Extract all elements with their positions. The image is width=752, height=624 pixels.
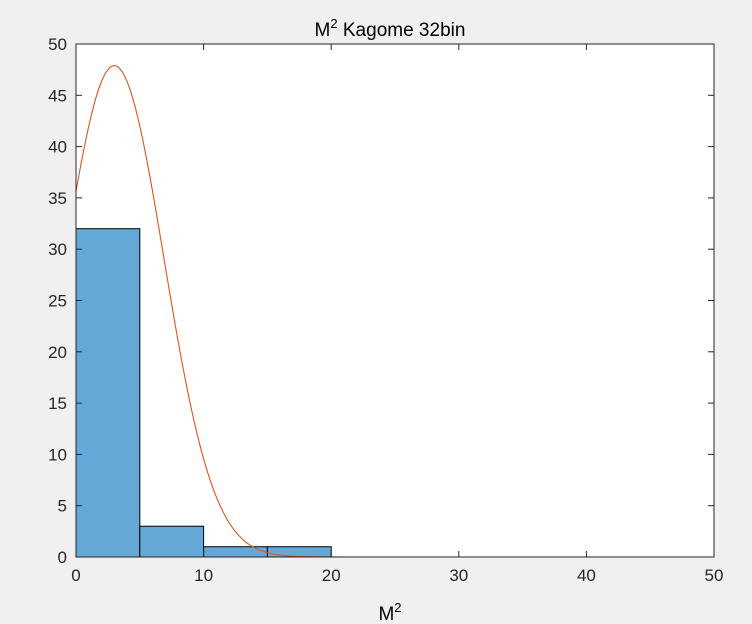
histogram-bar [75, 228, 141, 558]
x-tick-label: 50 [705, 566, 724, 585]
x-tick-label: 10 [194, 566, 213, 585]
histogram-bars [75, 228, 332, 558]
chart-title-base: M [315, 20, 331, 41]
y-tick-label: 20 [48, 343, 67, 362]
x-tick-label: 30 [449, 566, 468, 585]
chart-title-rest: Kagome 32bin [338, 20, 466, 41]
y-tick-label: 35 [48, 189, 67, 208]
x-axis-title-superscript: 2 [394, 600, 401, 615]
y-tick-label: 15 [48, 394, 67, 413]
y-tick-label: 0 [58, 548, 67, 567]
y-tick-label: 45 [48, 86, 67, 105]
histogram-bar [203, 546, 268, 558]
y-tick-label: 30 [48, 240, 67, 259]
histogram-bar [139, 525, 205, 558]
y-tick-label: 40 [48, 138, 67, 157]
x-axis-title: M2 [378, 600, 401, 624]
y-tick-label: 25 [48, 292, 67, 311]
y-tick-label: 5 [58, 497, 67, 516]
histogram-bar [266, 546, 332, 558]
plot-area [76, 44, 714, 557]
x-axis-title-base: M [378, 604, 394, 624]
chart-title-superscript: 2 [330, 16, 337, 31]
x-tick-label: 0 [71, 566, 80, 585]
y-tick-label: 10 [48, 445, 67, 464]
y-axis-ticks: 0 5 10 15 20 25 30 35 40 45 50 [48, 35, 714, 567]
chart-title: M2 Kagome 32bin [315, 16, 466, 41]
x-axis-ticks: 0 10 20 30 40 50 [71, 44, 723, 585]
x-tick-label: 20 [322, 566, 341, 585]
y-tick-label: 50 [48, 35, 67, 54]
x-tick-label: 40 [577, 566, 596, 585]
